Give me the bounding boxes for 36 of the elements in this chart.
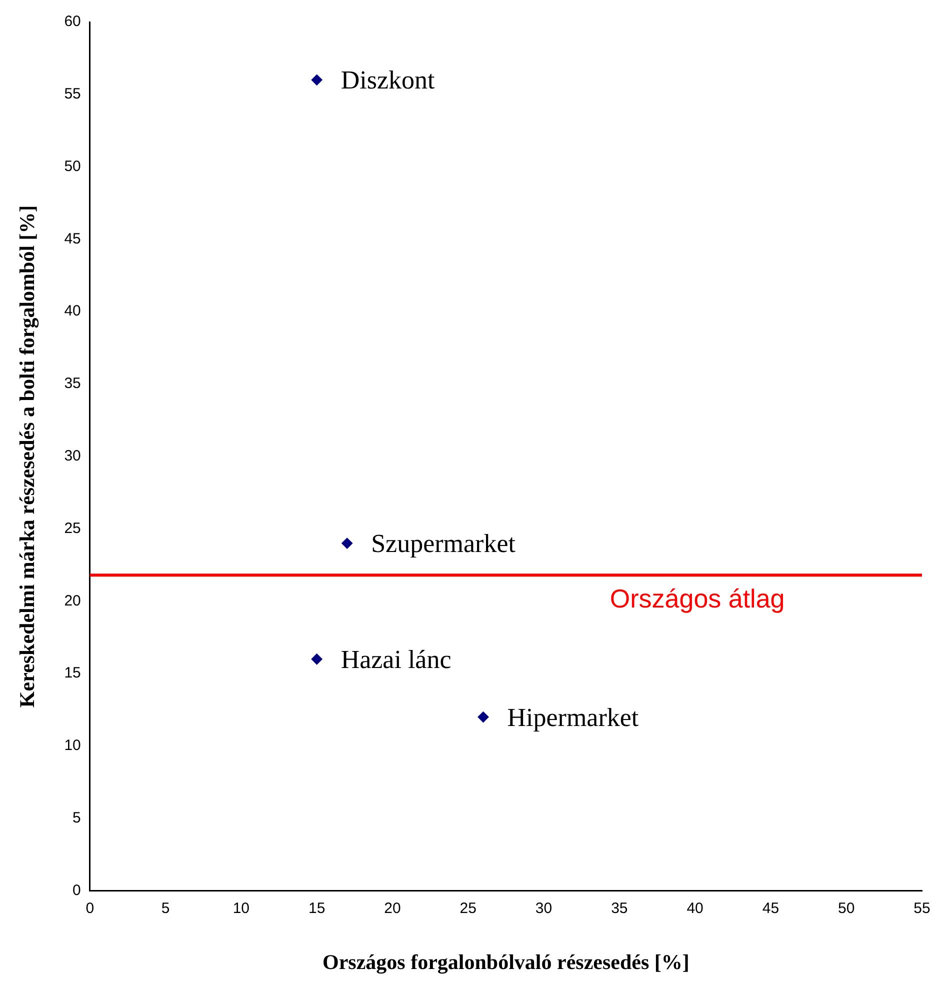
x-tick-label: 5 <box>161 900 170 917</box>
point <box>311 74 322 86</box>
y-tick-label: 25 <box>64 520 81 537</box>
x-axis-title: Országos forgalonbólvaló részesedés [%] <box>322 950 690 974</box>
annotation: Diszkont <box>340 66 436 95</box>
annotation: Hazai lánc <box>340 644 452 674</box>
y-tick-label: 5 <box>72 810 81 827</box>
y-tick-label: 55 <box>64 86 81 103</box>
x-tick-label: 0 <box>86 900 94 917</box>
point <box>478 712 489 723</box>
y-tick-label: 10 <box>64 737 81 754</box>
y-tick-label: 45 <box>64 230 81 248</box>
y-tick-label: 50 <box>64 158 81 175</box>
x-tick-label: 30 <box>535 900 552 917</box>
point <box>342 538 353 549</box>
y-tick-label: 40 <box>64 302 81 320</box>
x-tick-label: 25 <box>460 900 476 917</box>
annotation: Szupermarket <box>371 529 516 558</box>
y-axis-title: Kereskedelmi márka részesedés a bolti forgalomból [%] <box>15 205 40 708</box>
x-tick-label: 55 <box>914 900 930 917</box>
annotation: Hipermarket <box>507 702 640 732</box>
y-tick-label: 20 <box>64 592 81 610</box>
x-tick-label: 15 <box>308 900 326 917</box>
y-tick-label: 60 <box>64 13 81 30</box>
x-tick-label: 20 <box>384 900 401 917</box>
x-tick-label: 50 <box>838 900 855 917</box>
y-tick-label: 15 <box>64 664 81 682</box>
y-tick-label: 30 <box>64 448 81 465</box>
ref-line-label: Országos átlag <box>610 583 785 614</box>
x-tick-label: 40 <box>686 900 704 917</box>
y-tick-label: 0 <box>72 882 81 899</box>
x-tick-label: 35 <box>611 900 628 917</box>
y-tick-label: 35 <box>64 375 81 392</box>
x-tick-label: 10 <box>232 900 250 917</box>
x-tick-label: 45 <box>762 900 780 917</box>
point <box>311 654 322 665</box>
